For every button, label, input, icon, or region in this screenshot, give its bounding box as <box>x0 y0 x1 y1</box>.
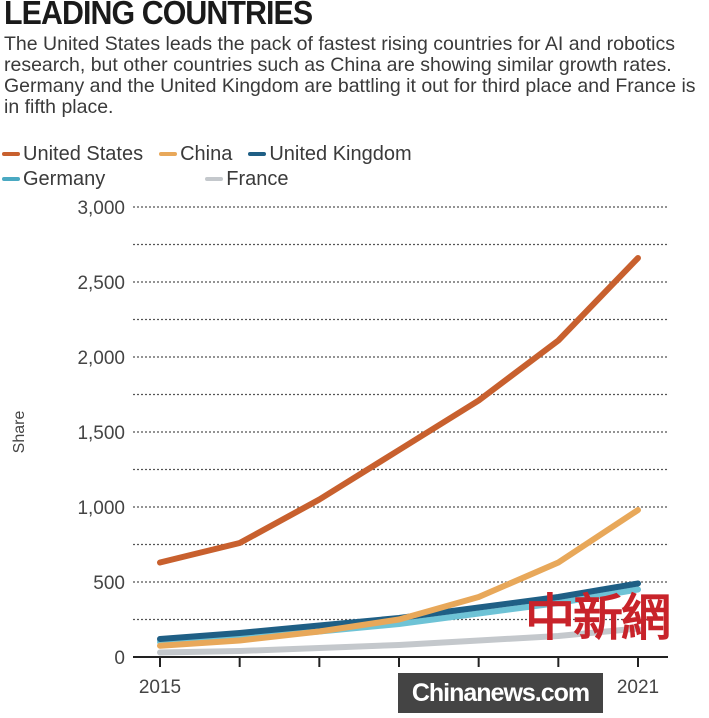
legend-item-united-states: United States <box>2 142 143 166</box>
legend-swatch <box>159 152 178 156</box>
legend-label: France <box>226 168 289 190</box>
y-tick-label: 2,000 <box>77 348 125 369</box>
chart-subtitle: The United States leads the pack of fast… <box>4 33 696 118</box>
watermark-logo: 中新網 <box>525 588 671 647</box>
watermark-site: Chinanews.com <box>398 673 603 713</box>
legend-label: Germany <box>23 168 106 190</box>
legend-label: United States <box>23 143 144 165</box>
legend-item-germany: Germany <box>2 167 105 191</box>
legend-item-france: France <box>205 167 289 191</box>
y-tick-label: 3,000 <box>77 198 125 219</box>
y-tick-label: 500 <box>93 573 125 594</box>
x-tick-label: 2015 <box>139 677 181 698</box>
legend-label: United Kingdom <box>269 143 412 165</box>
y-tick-label: 1,500 <box>77 423 125 444</box>
legend-label: China <box>180 143 233 165</box>
legend-swatch <box>2 152 20 156</box>
legend-swatch <box>2 177 20 181</box>
chart-title: LEADING COUNTRIES <box>4 0 313 31</box>
series-line-united-states <box>157 255 641 566</box>
y-tick-label: 2,500 <box>77 273 125 294</box>
y-axis-label: Share <box>11 411 28 454</box>
x-tick-label: 2021 <box>617 677 659 698</box>
legend-swatch <box>248 152 267 156</box>
y-tick-label: 1,000 <box>77 498 125 519</box>
legend-item-united-kingdom: United Kingdom <box>248 142 412 166</box>
legend-row-2: Germany France <box>2 167 305 191</box>
legend-swatch <box>205 177 224 181</box>
legend-item-china: China <box>159 142 232 166</box>
y-tick-label: 0 <box>114 648 125 669</box>
legend-row-1: United States China United Kingdom <box>2 142 428 166</box>
